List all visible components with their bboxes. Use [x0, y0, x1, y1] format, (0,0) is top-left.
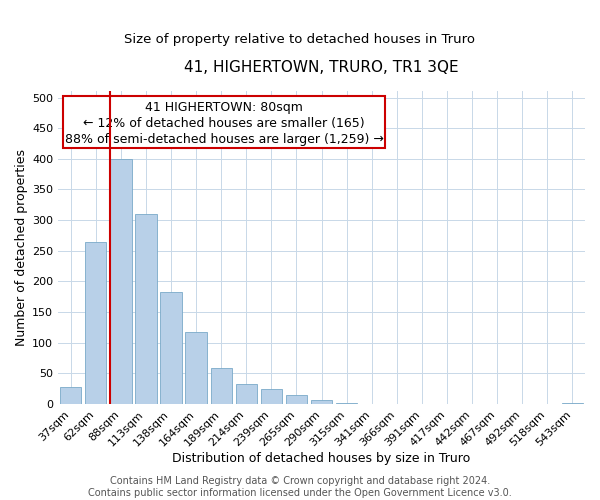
Bar: [185, 332, 207, 404]
FancyBboxPatch shape: [64, 96, 385, 148]
Text: 41 HIGHERTOWN: 80sqm: 41 HIGHERTOWN: 80sqm: [145, 101, 303, 114]
Text: Contains HM Land Registry data © Crown copyright and database right 2024.
Contai: Contains HM Land Registry data © Crown c…: [88, 476, 512, 498]
Bar: [160, 292, 182, 404]
Bar: [286, 395, 307, 404]
Text: Size of property relative to detached houses in Truro: Size of property relative to detached ho…: [125, 32, 476, 46]
Bar: [562, 403, 583, 404]
Bar: [135, 214, 157, 404]
X-axis label: Distribution of detached houses by size in Truro: Distribution of detached houses by size …: [172, 452, 471, 465]
Bar: [261, 388, 282, 404]
Bar: [85, 242, 106, 404]
Bar: [60, 387, 82, 404]
Text: ← 12% of detached houses are smaller (165): ← 12% of detached houses are smaller (16…: [83, 117, 365, 130]
Title: 41, HIGHERTOWN, TRURO, TR1 3QE: 41, HIGHERTOWN, TRURO, TR1 3QE: [184, 60, 459, 75]
Bar: [110, 159, 131, 404]
Text: 88% of semi-detached houses are larger (1,259) →: 88% of semi-detached houses are larger (…: [65, 134, 383, 146]
Bar: [211, 368, 232, 404]
Bar: [311, 400, 332, 404]
Bar: [236, 384, 257, 404]
Y-axis label: Number of detached properties: Number of detached properties: [15, 149, 28, 346]
